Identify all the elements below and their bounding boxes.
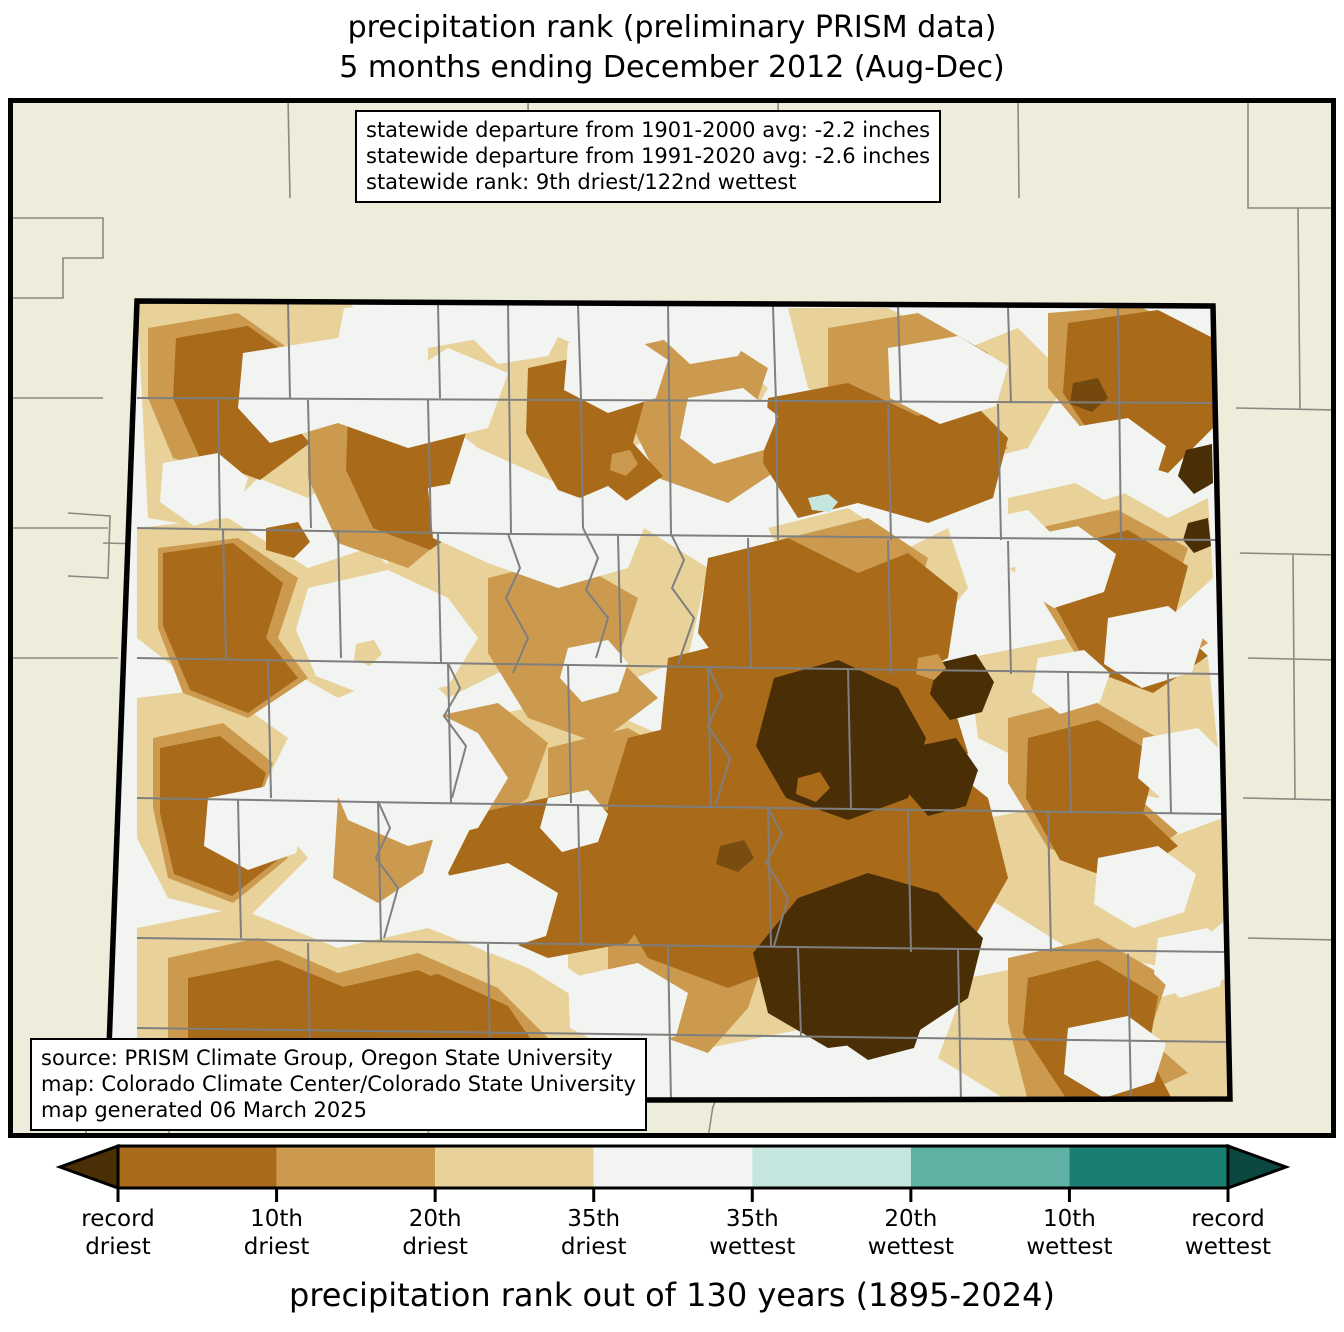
colorbar — [0, 1140, 1344, 1210]
colorbar-label-0: record driest — [81, 1206, 155, 1260]
source-prism: source: PRISM Climate Group, Oregon Stat… — [41, 1046, 613, 1070]
source-generated-date: map generated 06 March 2025 — [41, 1098, 368, 1122]
colorbar-tick-labels: record driest 10th driest 20th driest 35th drie… — [0, 1205, 1344, 1265]
colorbar-ticks — [116, 1188, 1230, 1202]
colorbar-label-5: 20th wettest — [867, 1206, 954, 1260]
colorbar-band-1 — [276, 1146, 436, 1188]
state-boundary — [104, 298, 1233, 1104]
colorbar-label-3: 35th driest — [560, 1206, 627, 1260]
colorbar-band-2 — [435, 1146, 594, 1188]
colorbar-caption: precipitation rank out of 130 years (189… — [289, 1276, 1055, 1314]
page-title: precipitation rank (preliminary PRISM da… — [0, 8, 1344, 88]
map-figure — [8, 98, 1336, 1138]
colorbar-extend-high — [1226, 1143, 1291, 1191]
county-boundaries — [136, 302, 1229, 1101]
colorbar-outline — [116, 1144, 1230, 1190]
colorbar-label-2: 20th driest — [402, 1206, 468, 1260]
colorbar-label-4: 35th wettest — [709, 1206, 796, 1260]
map-frame — [8, 98, 1336, 1138]
colorbar-label-6: 10th wettest — [1026, 1206, 1113, 1260]
stats-departure-1991-2020: statewide departure from 1991-2020 avg: … — [366, 144, 931, 168]
colorbar-extend-low — [55, 1143, 120, 1191]
colorbar-band-0 — [118, 1146, 277, 1188]
colorbar-band-3 — [593, 1146, 753, 1188]
stats-departure-1901-2000: statewide departure from 1901-2000 avg: … — [366, 118, 931, 142]
source-map-credit: map: Colorado Climate Center/Colorado St… — [41, 1072, 636, 1096]
colorbar-label-7: record wettest — [1184, 1206, 1272, 1260]
source-credits-box: source: PRISM Climate Group, Oregon Stat… — [30, 1038, 647, 1131]
title-line-1: precipitation rank (preliminary PRISM da… — [347, 10, 997, 45]
statewide-stats-box: statewide departure from 1901-2000 avg: … — [355, 110, 942, 203]
colorbar-band-4 — [752, 1146, 911, 1188]
colorbar-label-1: 10th driest — [243, 1206, 310, 1260]
colorbar-bands — [55, 1143, 1291, 1191]
stats-statewide-rank: statewide rank: 9th driest/122nd wettest — [366, 170, 797, 194]
colorbar-band-5 — [910, 1146, 1070, 1188]
wettest-patch — [808, 494, 838, 512]
colorbar-band-6 — [1069, 1146, 1228, 1188]
title-line-2: 5 months ending December 2012 (Aug-Dec) — [339, 50, 1005, 85]
